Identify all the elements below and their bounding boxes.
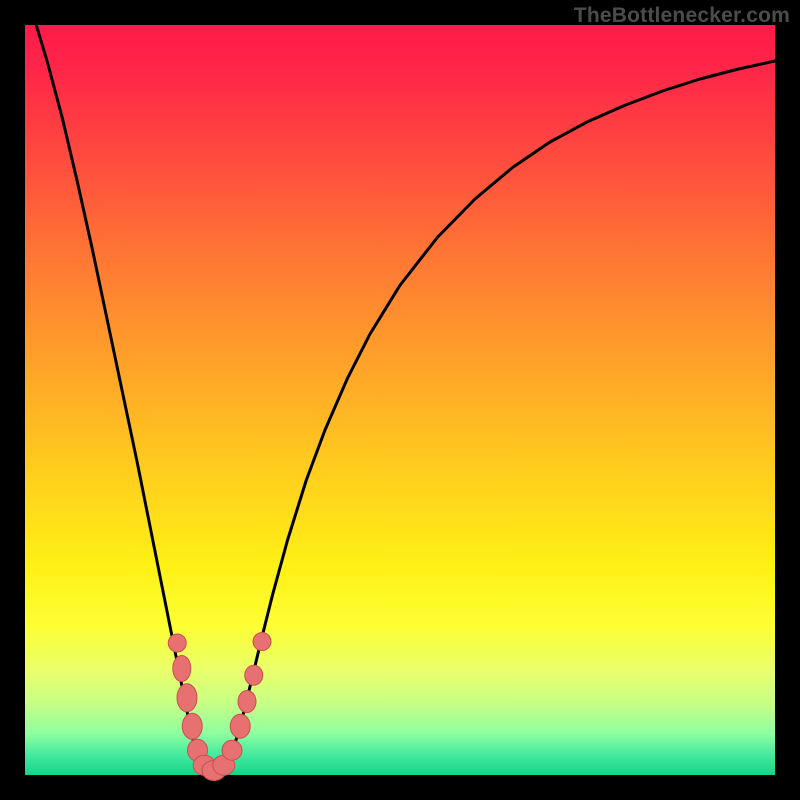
curve-marker — [245, 665, 263, 685]
chart-canvas: TheBottlenecker.com — [0, 0, 800, 800]
curve-marker — [253, 633, 271, 651]
curve-marker — [222, 740, 242, 760]
plot-area — [25, 25, 775, 775]
curve-marker — [177, 684, 197, 712]
curve-marker — [173, 656, 191, 682]
chart-svg — [0, 0, 800, 800]
watermark-text: TheBottlenecker.com — [574, 4, 790, 28]
curve-marker — [168, 634, 186, 652]
curve-marker — [230, 714, 250, 738]
curve-marker — [182, 713, 202, 739]
curve-marker — [238, 691, 256, 713]
